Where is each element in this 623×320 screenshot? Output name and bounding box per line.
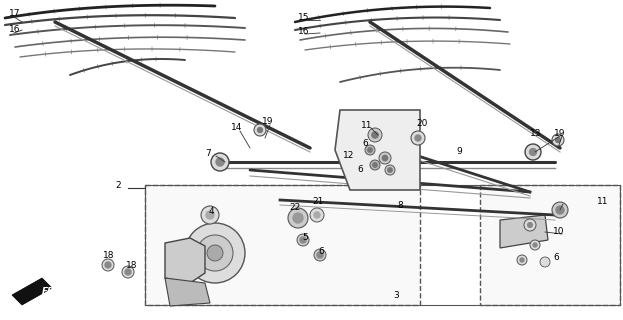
Text: 5: 5 bbox=[302, 233, 308, 242]
Circle shape bbox=[372, 132, 378, 138]
Text: 6: 6 bbox=[362, 139, 368, 148]
Text: 18: 18 bbox=[126, 260, 138, 269]
Text: 14: 14 bbox=[231, 124, 242, 132]
Circle shape bbox=[257, 127, 262, 132]
Circle shape bbox=[216, 158, 224, 166]
Circle shape bbox=[528, 223, 533, 228]
Text: FR.: FR. bbox=[42, 286, 59, 295]
FancyBboxPatch shape bbox=[480, 185, 620, 305]
Text: 10: 10 bbox=[553, 228, 564, 236]
Text: 20: 20 bbox=[416, 118, 427, 127]
FancyBboxPatch shape bbox=[145, 185, 420, 305]
Text: 2: 2 bbox=[115, 180, 121, 189]
Circle shape bbox=[530, 148, 536, 156]
Circle shape bbox=[197, 235, 233, 271]
Text: 19: 19 bbox=[554, 129, 566, 138]
Circle shape bbox=[185, 223, 245, 283]
Text: 18: 18 bbox=[103, 252, 115, 260]
Circle shape bbox=[520, 258, 524, 262]
Circle shape bbox=[373, 163, 378, 167]
Circle shape bbox=[310, 208, 324, 222]
Polygon shape bbox=[500, 215, 548, 248]
Circle shape bbox=[383, 155, 388, 161]
Text: 6: 6 bbox=[553, 253, 559, 262]
Circle shape bbox=[300, 237, 306, 243]
Text: 9: 9 bbox=[456, 148, 462, 156]
Text: 3: 3 bbox=[393, 291, 399, 300]
Circle shape bbox=[207, 245, 223, 261]
Circle shape bbox=[293, 213, 303, 223]
Circle shape bbox=[368, 128, 382, 142]
Circle shape bbox=[530, 240, 540, 250]
Circle shape bbox=[317, 252, 323, 258]
Circle shape bbox=[122, 266, 134, 278]
Circle shape bbox=[533, 243, 537, 247]
Text: 21: 21 bbox=[312, 197, 323, 206]
Circle shape bbox=[125, 269, 131, 275]
Text: 17: 17 bbox=[9, 9, 21, 18]
Circle shape bbox=[411, 131, 425, 145]
Text: 8: 8 bbox=[397, 201, 402, 210]
Circle shape bbox=[365, 145, 375, 155]
Circle shape bbox=[556, 206, 564, 214]
Circle shape bbox=[254, 124, 266, 136]
Text: 11: 11 bbox=[597, 197, 609, 206]
Circle shape bbox=[552, 134, 564, 146]
Circle shape bbox=[552, 202, 568, 218]
Polygon shape bbox=[12, 278, 52, 305]
Text: 11: 11 bbox=[361, 122, 373, 131]
Text: 13: 13 bbox=[530, 130, 541, 139]
Circle shape bbox=[201, 206, 219, 224]
Text: 16: 16 bbox=[298, 27, 310, 36]
Text: 15: 15 bbox=[298, 12, 310, 21]
Text: 7: 7 bbox=[205, 148, 211, 157]
Circle shape bbox=[105, 262, 111, 268]
Circle shape bbox=[368, 148, 373, 152]
Circle shape bbox=[206, 211, 214, 219]
Text: 12: 12 bbox=[343, 150, 354, 159]
Circle shape bbox=[385, 165, 395, 175]
Circle shape bbox=[314, 212, 320, 218]
Polygon shape bbox=[165, 238, 205, 283]
Circle shape bbox=[525, 144, 541, 160]
Circle shape bbox=[288, 208, 308, 228]
Circle shape bbox=[297, 234, 309, 246]
Circle shape bbox=[540, 257, 550, 267]
Circle shape bbox=[314, 249, 326, 261]
Circle shape bbox=[388, 168, 392, 172]
Circle shape bbox=[415, 135, 421, 141]
Circle shape bbox=[517, 255, 527, 265]
Circle shape bbox=[370, 160, 380, 170]
Text: 22: 22 bbox=[289, 203, 300, 212]
Circle shape bbox=[211, 153, 229, 171]
Text: 6: 6 bbox=[357, 165, 363, 174]
Circle shape bbox=[556, 138, 561, 142]
Circle shape bbox=[102, 259, 114, 271]
Circle shape bbox=[379, 152, 391, 164]
Polygon shape bbox=[165, 278, 210, 306]
Text: 4: 4 bbox=[209, 207, 215, 217]
Circle shape bbox=[524, 219, 536, 231]
Text: 6: 6 bbox=[318, 246, 324, 255]
Text: 19: 19 bbox=[262, 117, 273, 126]
Text: 16: 16 bbox=[9, 26, 21, 35]
Polygon shape bbox=[335, 110, 420, 190]
